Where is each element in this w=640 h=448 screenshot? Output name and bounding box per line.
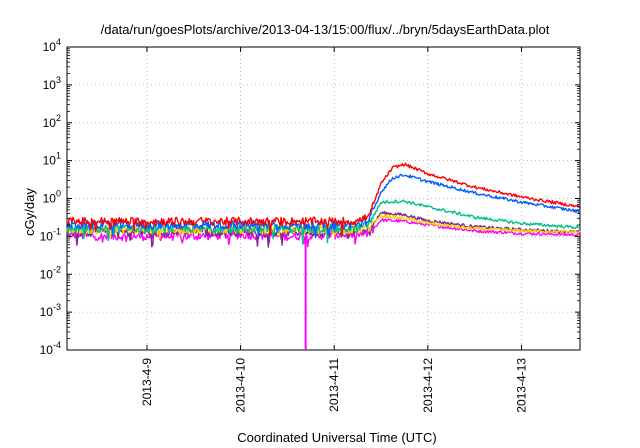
y-tick-label: 102 [43, 113, 61, 130]
y-tick-label: 10-4 [40, 340, 61, 357]
x-tick-label: 2013-4-10 [234, 358, 248, 413]
x-tick-label: 2013-4-12 [421, 358, 435, 413]
series-group [66, 162, 581, 350]
series-line [66, 218, 581, 248]
x-tick-label: 2013-4-9 [140, 358, 154, 406]
series-line [66, 173, 581, 239]
x-tick-label: 2013-4-13 [514, 358, 528, 413]
y-tick-label: 10-2 [40, 264, 61, 281]
y-axis-label: cGy/day [22, 188, 37, 236]
chart-title: /data/run/goesPlots/archive/2013-04-13/1… [101, 22, 550, 37]
y-tick-label: 10-3 [40, 302, 61, 319]
y-tick-label: 103 [43, 75, 61, 92]
axes: 10-4 10-3 10-2 10-1 100 101 102 103 104 2013-4-9 2… [40, 37, 580, 413]
x-tick-label: 2013-4-11 [327, 358, 341, 412]
y-tick-label: 10-1 [40, 226, 61, 243]
y-tick-label: 101 [43, 151, 61, 168]
x-axis-label: Coordinated Universal Time (UTC) [237, 430, 436, 445]
series-line [66, 199, 581, 245]
y-tick-label: 100 [43, 189, 61, 206]
series-line [66, 162, 581, 236]
y-tick-label: 104 [43, 37, 61, 54]
